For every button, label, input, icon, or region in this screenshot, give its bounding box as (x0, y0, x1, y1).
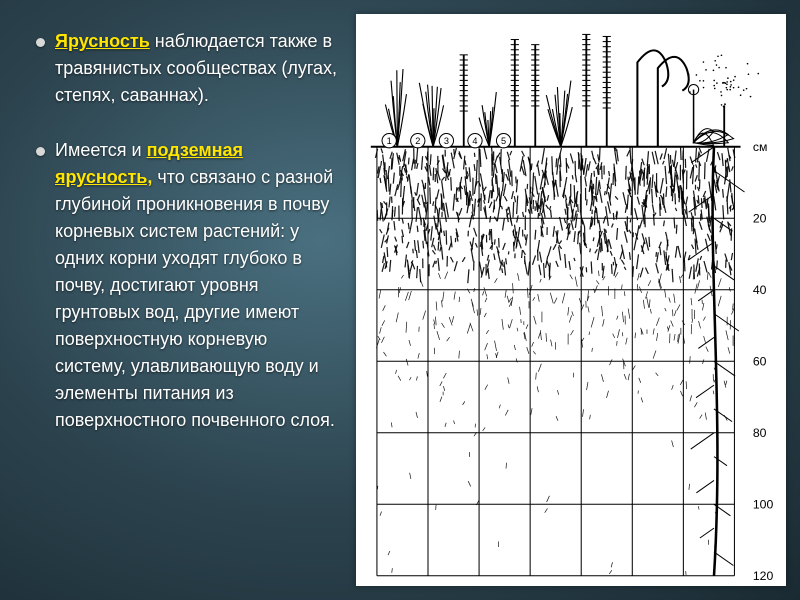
svg-text:20: 20 (753, 211, 767, 225)
svg-text:2: 2 (415, 136, 420, 146)
svg-text:100: 100 (753, 497, 774, 511)
bullet-2: Имеется и подземная ярусность, что связа… (36, 137, 342, 434)
root-svg: см 20 40 60 80 100 120 1 2 3 4 5 (356, 14, 786, 586)
text-column: Ярусность наблюдается также в травянисты… (0, 0, 350, 600)
svg-text:40: 40 (753, 283, 767, 297)
bullet-dot-icon (36, 147, 45, 156)
bullet-1-text: Ярусность наблюдается также в травянисты… (55, 28, 342, 109)
svg-text:120: 120 (753, 569, 774, 583)
bullet-2-after: что связано с разной глубиной проникнове… (55, 167, 335, 430)
bullet-2-text: Имеется и подземная ярусность, что связа… (55, 137, 342, 434)
root-stratification-diagram: см 20 40 60 80 100 120 1 2 3 4 5 (356, 14, 786, 586)
svg-text:см: см (753, 140, 768, 154)
bullet-dot-icon (36, 38, 45, 47)
image-column: см 20 40 60 80 100 120 1 2 3 4 5 (350, 0, 800, 600)
svg-text:5: 5 (501, 136, 506, 146)
bullet-1: Ярусность наблюдается также в травянисты… (36, 28, 342, 109)
bullet-1-highlight: Ярусность (55, 31, 150, 51)
bullet-2-before: Имеется и (55, 140, 147, 160)
svg-text:3: 3 (444, 136, 449, 146)
svg-text:80: 80 (753, 426, 767, 440)
svg-text:60: 60 (753, 354, 767, 368)
svg-text:1: 1 (387, 136, 392, 146)
svg-text:4: 4 (472, 136, 477, 146)
slide-root: Ярусность наблюдается также в травянисты… (0, 0, 800, 600)
